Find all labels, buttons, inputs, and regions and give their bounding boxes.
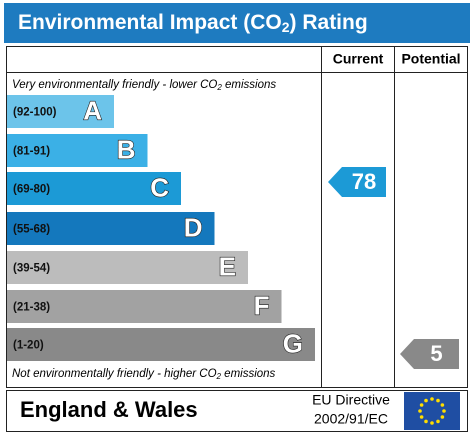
band-range: (39-54) (13, 263, 50, 275)
star (419, 403, 424, 407)
band-letter: B (117, 134, 136, 164)
band-letter: F (254, 290, 270, 320)
note-text: emissions (221, 368, 276, 380)
title: Environmental Impact (CO2) Rating (18, 11, 368, 35)
title-bar (4, 3, 470, 43)
band-range: (81-91) (13, 146, 50, 158)
bottom-note: Not environmentally friendly - higher CO… (12, 368, 276, 381)
ratings: 78 5 (328, 167, 459, 369)
rating-arrow (328, 167, 386, 197)
band-range: (69-80) (13, 184, 50, 196)
top-note: Very environmentally friendly - lower CO… (12, 79, 276, 92)
star (436, 419, 440, 424)
band-range: (21-38) (13, 302, 50, 314)
frame (6, 46, 468, 388)
band (7, 251, 248, 284)
title-text: Environmental Impact (CO (18, 11, 282, 34)
band-range: (92-100) (13, 107, 57, 119)
star (419, 415, 424, 419)
star (440, 403, 445, 407)
band (7, 172, 181, 205)
flag-stars (418, 397, 446, 425)
band (7, 290, 282, 323)
col-header: Current (333, 51, 384, 67)
note-text: Not environmentally friendly - higher CO (12, 368, 217, 380)
band-letter: A (83, 95, 102, 125)
title-text: ) Rating (290, 11, 368, 34)
star (440, 415, 445, 419)
band-letter: C (150, 172, 169, 202)
star (430, 397, 434, 401)
title-sub: 2 (282, 19, 290, 35)
star (424, 398, 428, 403)
directive: EU Directive (312, 392, 390, 408)
star (436, 398, 440, 403)
star (442, 409, 446, 413)
star (430, 421, 434, 425)
band (7, 95, 114, 128)
directive: 2002/91/EC (314, 411, 388, 427)
rating-arrow (400, 339, 459, 369)
eu-flag (404, 392, 460, 430)
bands: (92-100) A (81-91) B (69-80) C (55-68) D (39-54)… (7, 95, 315, 361)
note-sub: 2 (216, 83, 222, 92)
rating-value: 78 (352, 169, 376, 194)
note-sub: 2 (216, 372, 222, 381)
star (418, 409, 422, 413)
col-header: Potential (401, 51, 460, 67)
footer-frame (6, 390, 468, 432)
band-letter: D (184, 212, 203, 242)
region: England & Wales (20, 397, 198, 422)
note-text: emissions (222, 79, 277, 91)
band-range: (55-68) (13, 224, 50, 236)
star (424, 419, 428, 424)
band (7, 134, 148, 167)
band-range: (1-20) (13, 340, 44, 352)
band-letter: G (283, 328, 303, 358)
band (7, 212, 215, 245)
note-text: Very environmentally friendly - lower CO (12, 79, 217, 91)
band-letter: E (219, 251, 236, 281)
rating-value: 5 (430, 341, 442, 366)
band (7, 328, 315, 361)
